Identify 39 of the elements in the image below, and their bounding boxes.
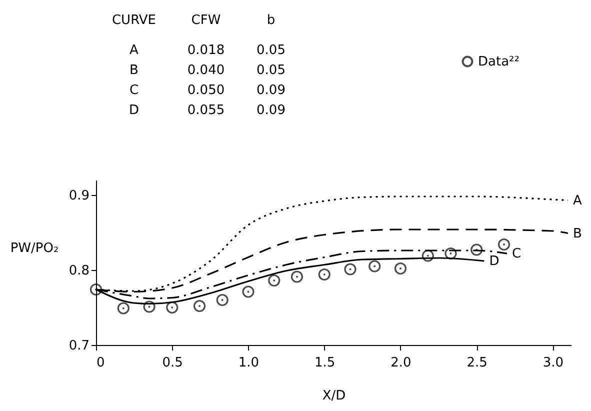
text: CURVE CFW b xyxy=(112,13,276,28)
point xyxy=(216,294,228,306)
point xyxy=(498,238,510,251)
x-axis-title: X/D xyxy=(322,388,346,404)
point xyxy=(193,300,206,312)
point xyxy=(166,301,178,314)
y-tick-label: 0.9 xyxy=(68,188,90,204)
text: C 0.050 0.09 xyxy=(129,83,286,98)
x-tick-label: 2.0 xyxy=(390,356,412,370)
point xyxy=(444,247,457,260)
point xyxy=(470,244,483,256)
x-tick-label: 1.0 xyxy=(238,356,260,370)
x-tick-label: 3.0 xyxy=(542,356,564,370)
y-axis-title: PW/PO₂ xyxy=(10,240,59,256)
series-label: D xyxy=(489,254,500,269)
y-tick-label: 0.7 xyxy=(68,338,90,354)
series-label: B xyxy=(572,226,582,242)
y-tick-label: 0.8 xyxy=(68,264,90,278)
series-label: A xyxy=(572,193,582,208)
x-tick-label: 0.5 xyxy=(162,356,183,370)
point xyxy=(90,283,102,296)
point xyxy=(394,262,407,275)
x-tick-label: 2.5 xyxy=(466,356,488,370)
point xyxy=(318,268,330,281)
series-label: C xyxy=(512,246,522,262)
point xyxy=(422,250,434,262)
x-tick-label: 1.5 xyxy=(314,356,336,370)
text: A 0.018 0.05 xyxy=(130,43,286,58)
point xyxy=(117,302,130,314)
text: B 0.040 0.05 xyxy=(130,63,286,78)
point xyxy=(368,260,381,272)
point xyxy=(143,300,156,313)
point xyxy=(344,263,356,276)
text: D 0.055 0.09 xyxy=(128,103,286,118)
legend-label: Data²² xyxy=(478,54,520,70)
point xyxy=(242,286,254,298)
point xyxy=(290,270,304,283)
point xyxy=(268,274,280,287)
x-tick-label: 0 xyxy=(96,356,105,370)
